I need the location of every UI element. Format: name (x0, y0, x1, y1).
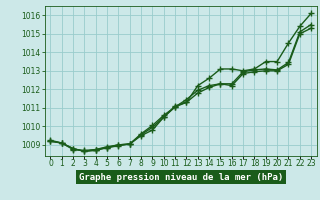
X-axis label: Graphe pression niveau de la mer (hPa): Graphe pression niveau de la mer (hPa) (79, 173, 283, 182)
